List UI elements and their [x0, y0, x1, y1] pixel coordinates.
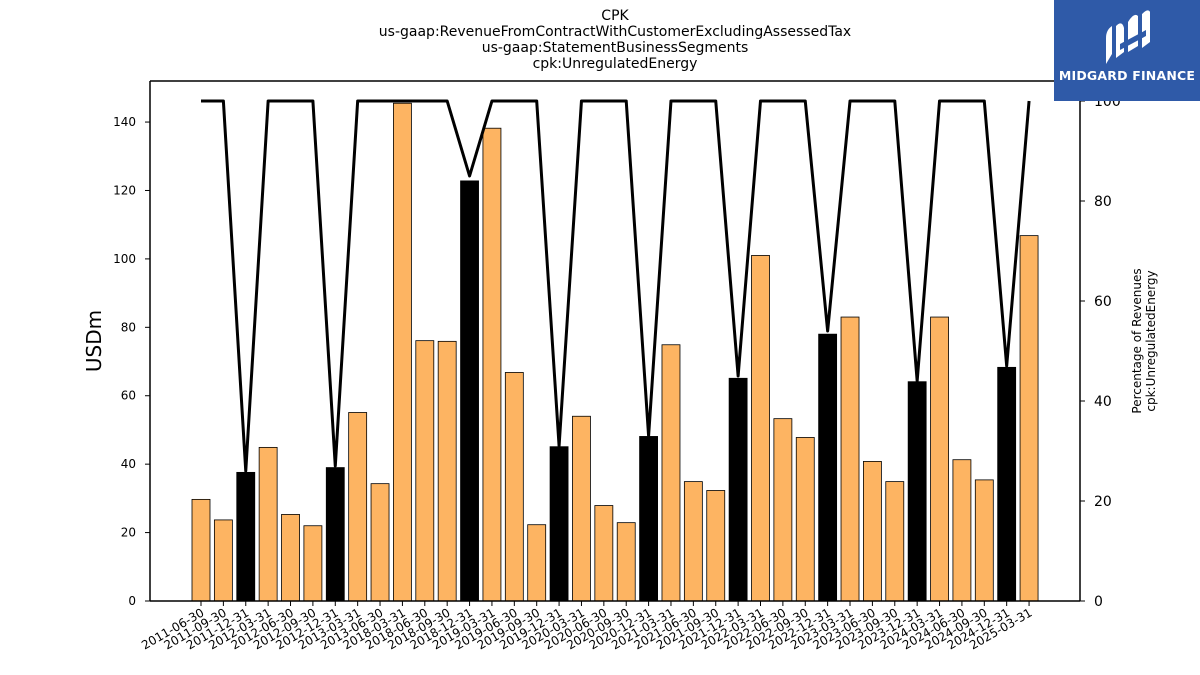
y-tick-label: 0 [128, 594, 136, 608]
bar [348, 412, 368, 602]
bar [281, 514, 300, 602]
y2-tick-label: 0 [1094, 594, 1103, 610]
y-tick-label: 20 [121, 526, 136, 540]
bar [594, 505, 614, 602]
bar-series [191, 102, 1039, 602]
bar [482, 127, 502, 602]
y2-tick-label: 20 [1094, 494, 1112, 510]
bar-highlighted [728, 377, 748, 602]
bar [773, 418, 793, 602]
bar [795, 437, 815, 602]
y-axis-left-ticks: 0 20 40 60 80 100 120 140 [113, 115, 150, 608]
y-tick-label: 60 [121, 389, 136, 403]
bar-highlighted [907, 381, 927, 602]
y-axis-right-label-line: Percentage of Revenues [1130, 268, 1144, 413]
y-tick-label: 120 [113, 183, 136, 197]
bar [303, 525, 323, 602]
bar [661, 344, 681, 602]
bar [415, 340, 435, 602]
y-axis-right-label-line: cpk:UnregulatedEnergy [1144, 270, 1158, 411]
bar [751, 255, 770, 602]
chart-title-line: CPK [601, 8, 629, 24]
y2-tick-label: 60 [1094, 294, 1112, 310]
midgard-finance-logo: MIDGARD FINANCE [1054, 0, 1200, 101]
logo-text: MIDGARD FINANCE [1058, 68, 1196, 83]
bar [504, 372, 524, 602]
y2-tick-label: 80 [1094, 194, 1112, 210]
y-tick-label: 40 [121, 457, 136, 471]
bar [683, 481, 703, 602]
y-axis-right-label: Percentage of Revenues cpk:UnregulatedEne… [1130, 268, 1158, 413]
bar-highlighted [639, 436, 658, 602]
y-tick-label: 140 [113, 115, 136, 129]
bar [1019, 235, 1039, 602]
bar-highlighted [236, 471, 256, 602]
bar [885, 481, 905, 602]
bar [527, 524, 547, 602]
chart-title-line: us-gaap:StatementBusinessSegments [482, 40, 749, 56]
bar-highlighted [818, 333, 838, 602]
chart-title: CPKus-gaap:RevenueFromContractWithCustom… [379, 8, 851, 72]
percentage-line [201, 99, 1031, 473]
bar-highlighted [997, 366, 1017, 602]
bar [863, 461, 882, 602]
bar [616, 522, 636, 602]
bar [930, 316, 949, 602]
logo-mark-icon [1106, 10, 1150, 64]
y-axis-left-label: USDm [82, 310, 106, 372]
y-tick-label: 100 [113, 252, 136, 266]
bar [393, 102, 412, 602]
bar [437, 340, 457, 602]
bar [213, 519, 233, 602]
bar-highlighted [460, 180, 479, 602]
bar [370, 483, 390, 602]
bar-highlighted [325, 467, 345, 602]
y2-tick-label: 40 [1094, 394, 1112, 410]
chart-title-line: us-gaap:RevenueFromContractWithCustomerE… [379, 24, 851, 40]
chart-title-line: cpk:UnregulatedEnergy [533, 56, 698, 72]
bar [840, 316, 860, 602]
bar [572, 415, 591, 602]
y-tick-label: 80 [121, 320, 136, 334]
bar [974, 479, 994, 602]
bar [952, 459, 972, 602]
percentage-line-series [201, 99, 1031, 473]
bar [706, 490, 726, 602]
bar-highlighted [549, 446, 569, 602]
axes [149, 80, 1081, 602]
x-axis-ticks: 2011-06-302011-09-302011-12-312012-03-31… [139, 601, 1035, 652]
bar [191, 498, 211, 602]
bar [258, 446, 278, 602]
